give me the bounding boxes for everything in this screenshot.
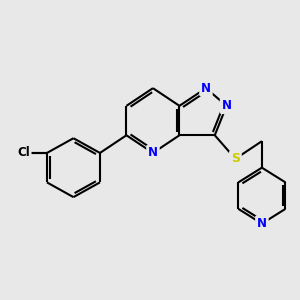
Text: N: N <box>222 99 232 112</box>
Text: N: N <box>257 217 267 230</box>
Text: S: S <box>231 152 240 165</box>
Text: N: N <box>148 146 158 159</box>
Text: N: N <box>201 82 211 95</box>
Text: Cl: Cl <box>17 146 30 159</box>
